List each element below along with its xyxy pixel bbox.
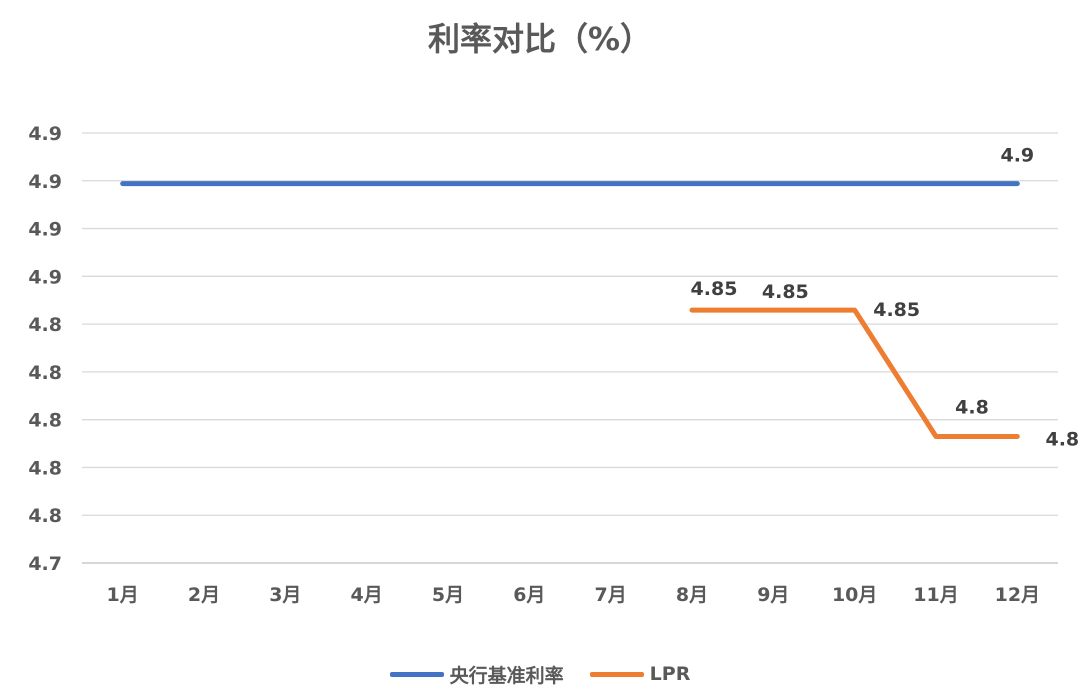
data-label: 4.8 xyxy=(955,397,989,419)
x-tick-label: 3月 xyxy=(269,584,301,606)
x-tick-label: 9月 xyxy=(757,584,789,606)
x-tick-label: 12月 xyxy=(995,584,1040,606)
data-label: 4.85 xyxy=(691,278,738,300)
y-tick-label: 4.8 xyxy=(28,457,62,479)
y-tick-label: 4.9 xyxy=(28,171,62,193)
x-tick-label: 4月 xyxy=(351,584,383,606)
y-tick-label: 4.9 xyxy=(28,266,62,288)
y-tick-label: 4.9 xyxy=(28,219,62,241)
x-tick-label: 6月 xyxy=(513,584,545,606)
y-tick-label: 4.8 xyxy=(28,314,62,336)
x-tick-label: 10月 xyxy=(832,584,877,606)
legend-item-series-2: LPR xyxy=(589,663,691,685)
x-tick-label: 8月 xyxy=(676,584,708,606)
y-tick-label: 4.8 xyxy=(28,410,62,432)
legend-swatch-series-2 xyxy=(589,671,644,677)
chart-title: 利率对比（%） xyxy=(427,20,653,58)
y-tick-label: 4.9 xyxy=(28,123,62,145)
x-tick-label: 11月 xyxy=(913,584,958,606)
series-line-2 xyxy=(689,307,1020,439)
legend-swatch-series-1 xyxy=(389,671,444,677)
legend-label-series-2: LPR xyxy=(649,663,691,685)
y-tick-label: 4.8 xyxy=(28,362,62,384)
data-label: 4.85 xyxy=(873,299,920,321)
y-tick-label: 4.7 xyxy=(28,553,62,575)
legend-item-series-1: 央行基准利率 xyxy=(389,661,564,688)
x-tick-label: 2月 xyxy=(188,584,220,606)
y-tick-label: 4.8 xyxy=(28,505,62,527)
data-label: 4.9 xyxy=(1000,145,1034,167)
legend-label-series-1: 央行基准利率 xyxy=(449,664,564,687)
x-tick-label: 7月 xyxy=(595,584,627,606)
legend: 央行基准利率 LPR xyxy=(0,659,1080,689)
data-label: 4.8 xyxy=(1045,429,1079,451)
x-tick-label: 1月 xyxy=(107,584,139,606)
data-label: 4.85 xyxy=(762,281,809,303)
x-tick-label: 5月 xyxy=(432,584,464,606)
